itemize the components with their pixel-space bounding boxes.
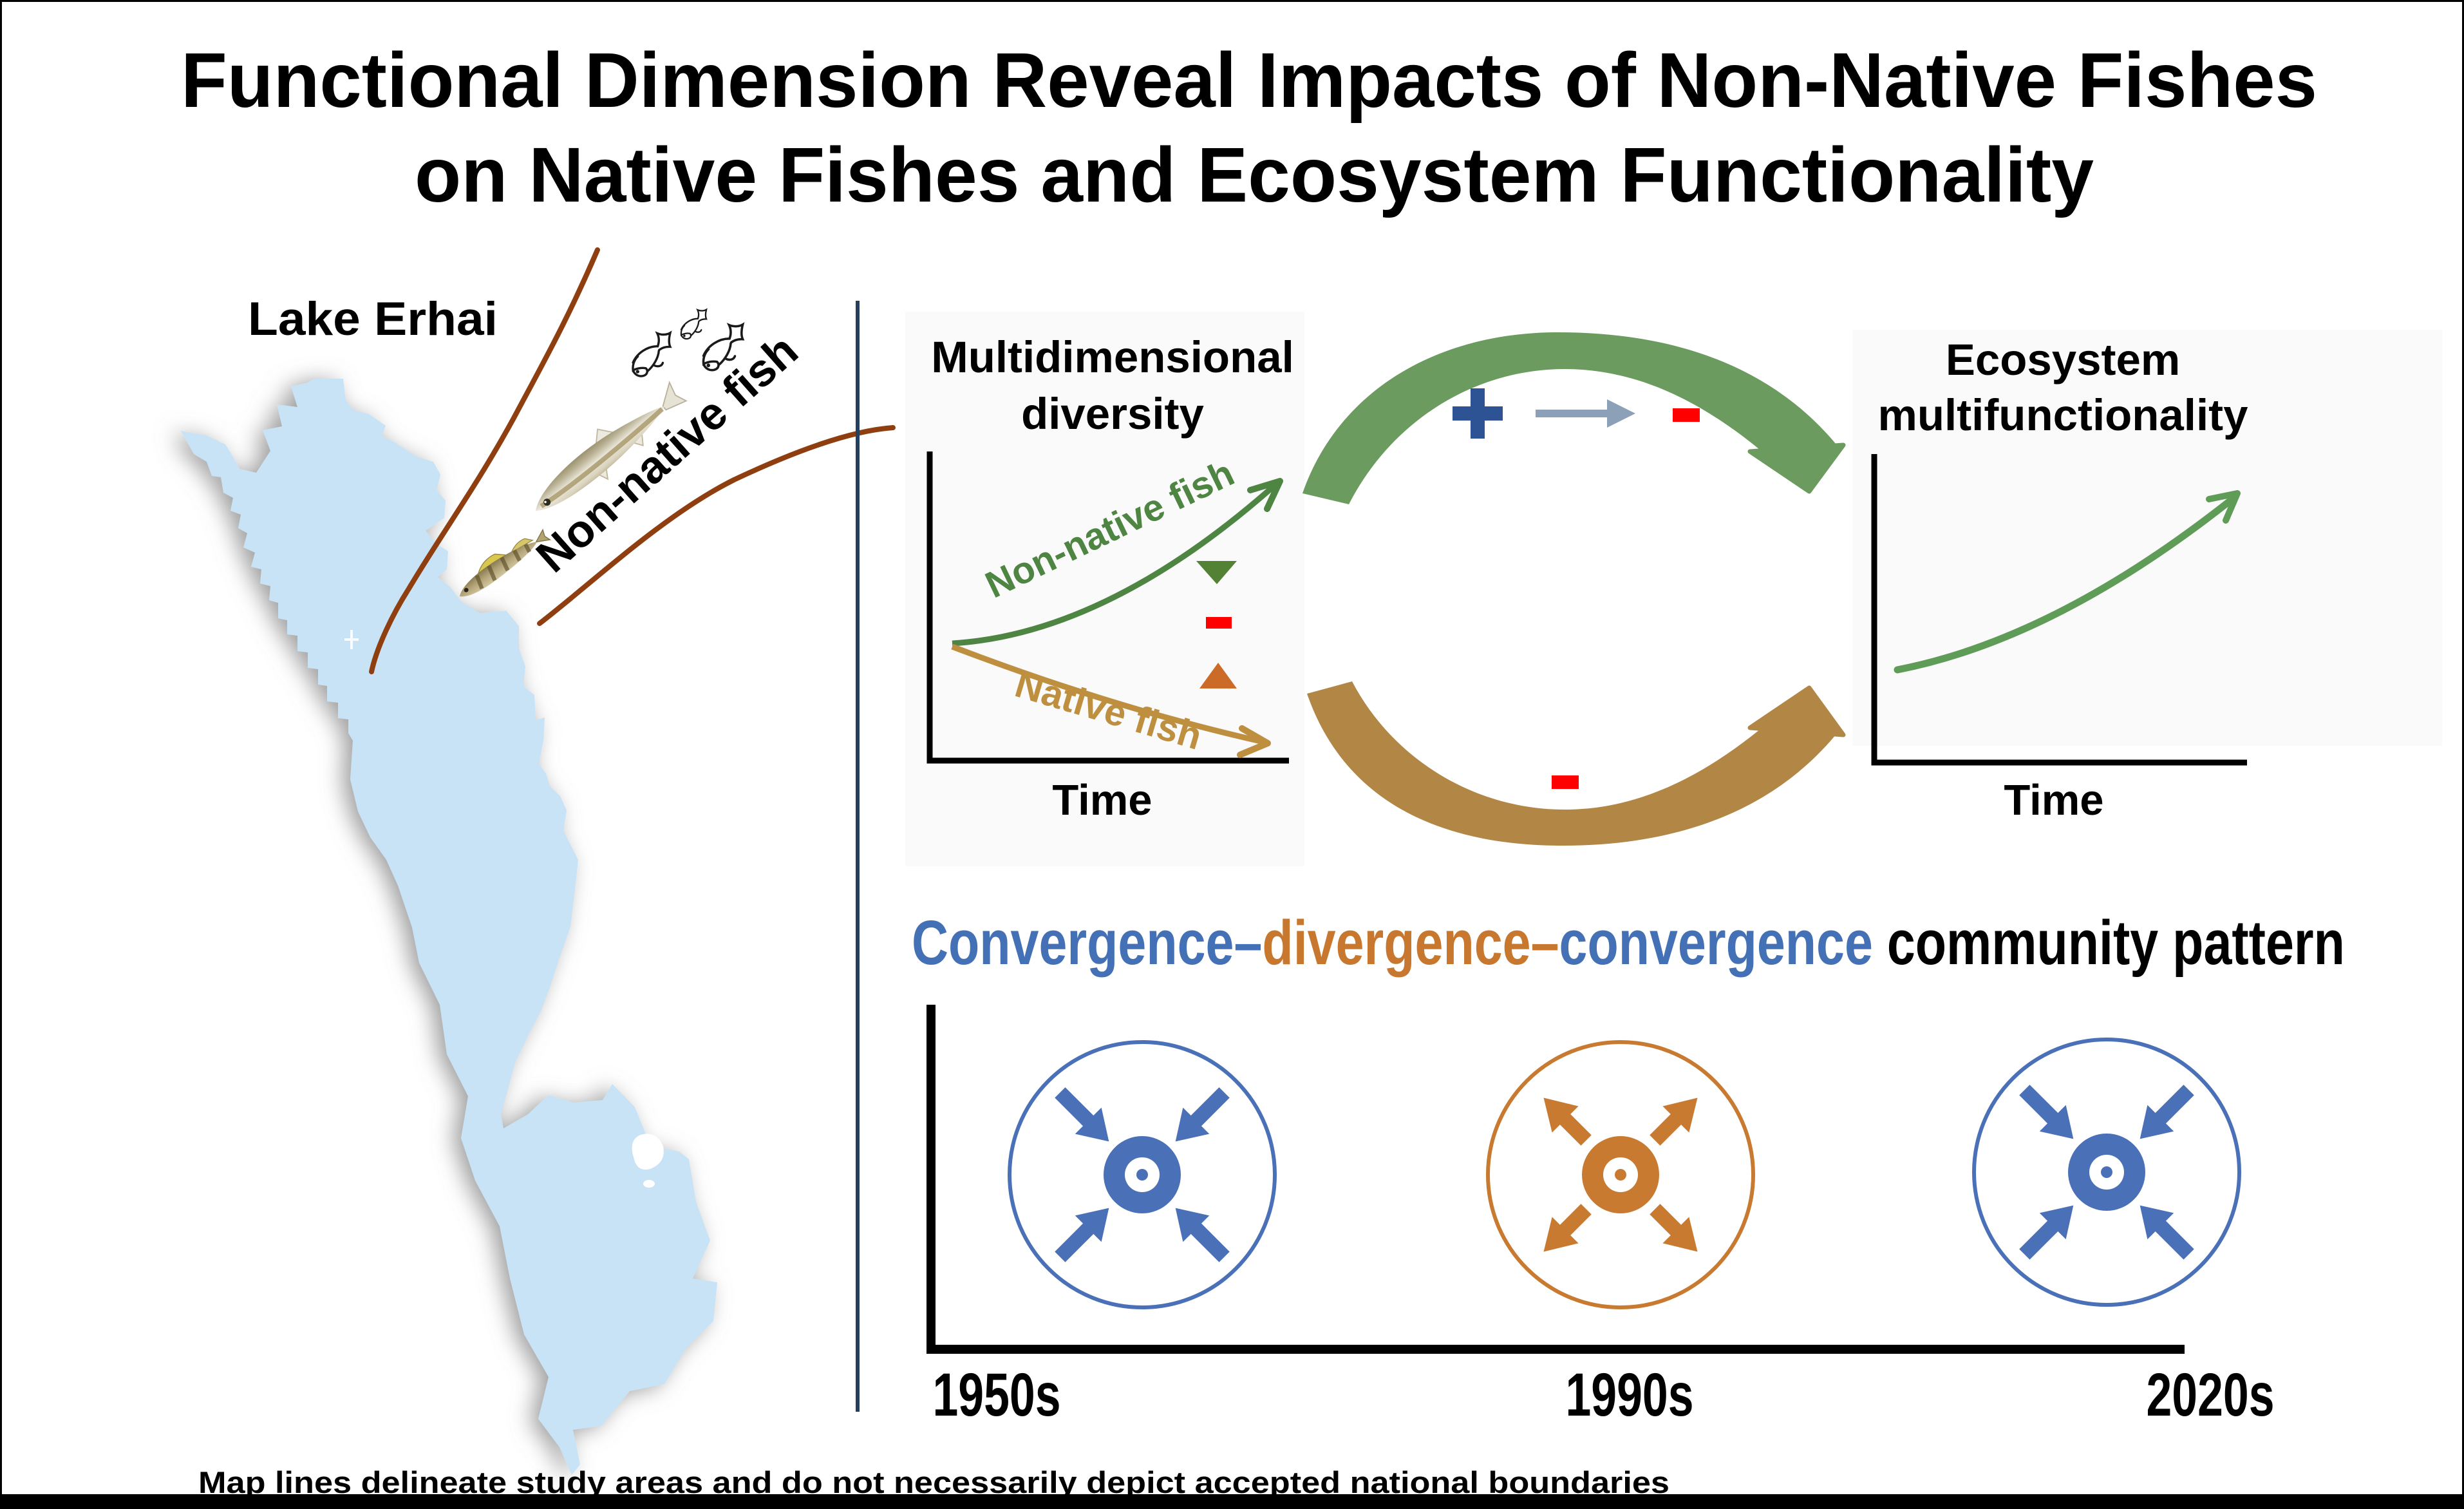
svg-text:Time: Time — [2004, 776, 2103, 824]
svg-text:Functional Dimension Reveal Im: Functional Dimension Reveal Impacts of N… — [181, 36, 2317, 124]
svg-text:Map lines delineate study area: Map lines delineate study areas and do n… — [198, 1465, 1669, 1499]
svg-text:1950s: 1950s — [933, 1361, 1061, 1429]
svg-text:Convergence–divergence–converg: Convergence–divergence–convergence commu… — [912, 907, 2345, 978]
svg-text:diversity: diversity — [1021, 389, 1204, 439]
svg-text:Multidimensional: Multidimensional — [931, 332, 1294, 382]
svg-text:multifunctionality: multifunctionality — [1878, 390, 2248, 440]
svg-text:Lake Erhai: Lake Erhai — [248, 293, 498, 345]
svg-text:on Native Fishes and Ecosystem: on Native Fishes and Ecosystem Functiona… — [415, 131, 2094, 218]
svg-text:2020s: 2020s — [2147, 1361, 2275, 1429]
svg-text:Time: Time — [1052, 776, 1152, 824]
svg-text:Ecosystem: Ecosystem — [1946, 335, 2180, 384]
svg-text:1990s: 1990s — [1566, 1361, 1694, 1429]
